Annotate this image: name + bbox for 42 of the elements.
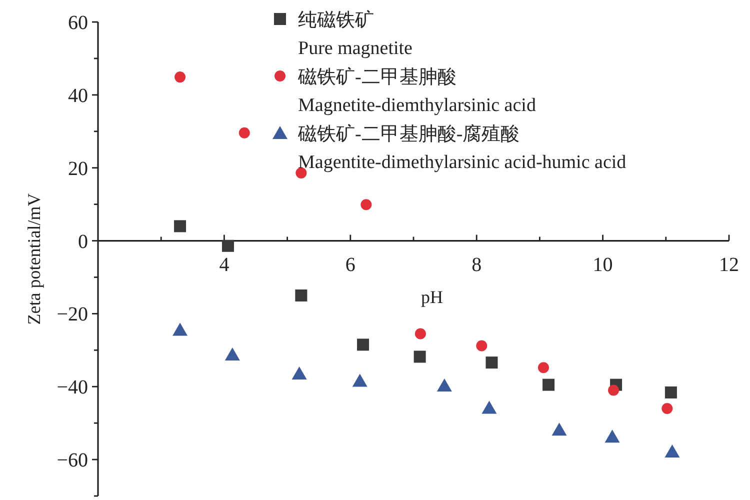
- point: [222, 240, 234, 252]
- point: [352, 374, 368, 387]
- x-tick-label: 6: [345, 254, 356, 276]
- point: [476, 340, 488, 352]
- point: [174, 220, 186, 232]
- point: [414, 328, 426, 340]
- x-axis-title: pH: [421, 287, 443, 307]
- y-tick-label: −60: [56, 450, 88, 472]
- point: [360, 199, 372, 210]
- x-tick-label: 4: [219, 254, 230, 276]
- x-tick-label: 10: [592, 254, 613, 276]
- point: [172, 322, 188, 336]
- point: [482, 400, 497, 414]
- point: [486, 356, 498, 369]
- point: [238, 127, 250, 138]
- point: [538, 362, 549, 374]
- point: [664, 386, 677, 398]
- x-tick-label: 8: [472, 254, 482, 276]
- y-tick-label: 40: [68, 84, 88, 107]
- y-tick-label: 0: [78, 230, 88, 253]
- y-axis-title: Zeta potential/mV: [24, 193, 44, 325]
- point: [662, 402, 673, 414]
- legend-label: 磁铁矿-二甲基胂酸-腐殖酸 Magentite-dimethylarsinic acid-humic acid: [297, 123, 627, 173]
- point: [664, 444, 680, 458]
- point: [174, 72, 186, 83]
- point: [552, 422, 567, 436]
- point: [224, 348, 240, 361]
- point: [542, 378, 555, 391]
- y-tick-label: 20: [68, 158, 88, 180]
- legend-label: 纯磁铁矿 Pure magnetite: [298, 9, 412, 59]
- point: [414, 350, 426, 363]
- point: [357, 338, 370, 351]
- y-tick-label: 60: [68, 12, 88, 34]
- point: [436, 378, 452, 392]
- point: [604, 430, 620, 443]
- legend-label: 磁铁矿-二甲基胂酸 Magnetite-diemthylarsinic acid: [297, 66, 536, 116]
- y-tick-label: −40: [56, 376, 88, 399]
- point: [292, 366, 307, 380]
- y-tick-label: −20: [56, 304, 88, 326]
- x-tick-label: 12: [719, 254, 739, 276]
- point: [295, 289, 308, 302]
- point: [608, 384, 620, 396]
